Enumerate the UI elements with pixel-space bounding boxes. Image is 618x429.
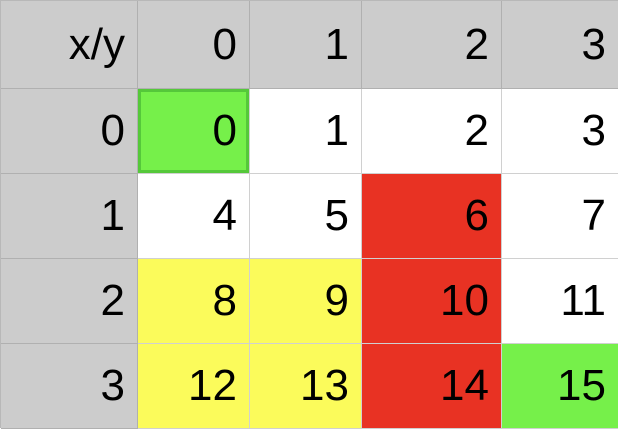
grid-cell-3-1[interactable]: 13 <box>250 344 362 429</box>
grid-cell-3-3[interactable]: 15 <box>502 344 618 429</box>
grid-cell-1-1[interactable]: 5 <box>250 174 362 259</box>
grid-cell-0-1[interactable]: 1 <box>250 89 362 174</box>
row-header-2[interactable]: 2 <box>1 259 138 344</box>
grid-cell-2-0[interactable]: 8 <box>138 259 250 344</box>
column-header-0[interactable]: 0 <box>138 1 250 89</box>
grid-cell-1-2[interactable]: 6 <box>362 174 502 259</box>
grid-cell-2-2[interactable]: 10 <box>362 259 502 344</box>
grid-cell-1-0[interactable]: 4 <box>138 174 250 259</box>
row-header-1[interactable]: 1 <box>1 174 138 259</box>
row-header-3[interactable]: 3 <box>1 344 138 429</box>
column-header-2[interactable]: 2 <box>362 1 502 89</box>
row-header-0[interactable]: 0 <box>1 89 138 174</box>
corner-header-cell: x/y <box>1 1 138 89</box>
grid-cell-0-0[interactable]: 0 <box>138 89 250 174</box>
column-header-1[interactable]: 1 <box>250 1 362 89</box>
grid-cell-0-3[interactable]: 3 <box>502 89 618 174</box>
grid-cell-0-2[interactable]: 2 <box>362 89 502 174</box>
grid-cell-2-1[interactable]: 9 <box>250 259 362 344</box>
grid-cell-3-2[interactable]: 14 <box>362 344 502 429</box>
grid-cell-2-3[interactable]: 11 <box>502 259 618 344</box>
grid-cell-1-3[interactable]: 7 <box>502 174 618 259</box>
column-header-3[interactable]: 3 <box>502 1 618 89</box>
grid-cell-3-0[interactable]: 12 <box>138 344 250 429</box>
